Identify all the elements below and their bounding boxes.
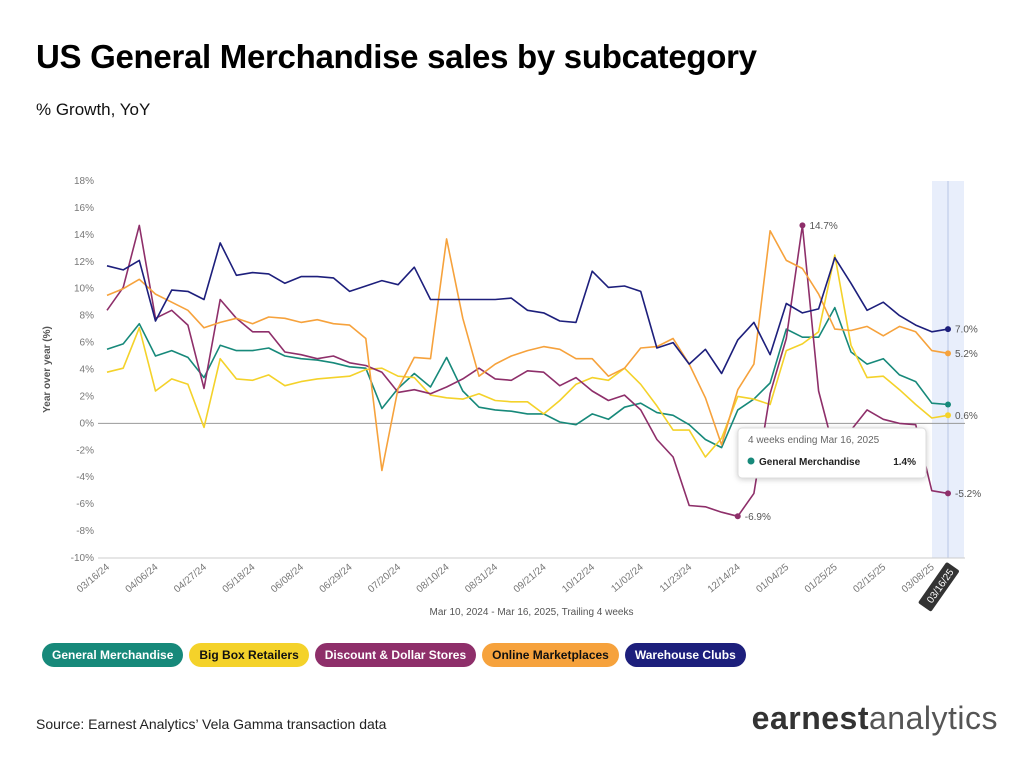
legend-item[interactable]: Warehouse Clubs [624, 643, 746, 667]
series-line [106, 242, 949, 375]
value-label: -5.2% [955, 489, 981, 500]
tooltip-title: 4 weeks ending Mar 16, 2025 [748, 435, 880, 446]
logo: earnestanalytics [752, 700, 998, 737]
x-tick-label: 09/21/24 [512, 562, 549, 596]
value-label: 0.6% [955, 411, 978, 422]
y-tick-label: 2% [80, 391, 95, 402]
data-point [945, 326, 951, 333]
chart: -10% -8% -6% -4% -2% 0% 2% 4% 6% 8% 10% 12% 14% 16% 18… [42, 176, 981, 618]
x-tick-label: 07/20/24 [366, 562, 403, 596]
x-tick-label: 03/16/24 [75, 562, 112, 596]
y-tick-label: 14% [74, 230, 94, 241]
data-point [734, 513, 741, 520]
chart-title: US General Merchandise sales by subcateg… [36, 38, 757, 75]
x-tick-label: 06/29/24 [318, 562, 355, 596]
legend: General Merchandise Big Box Retailers Disc… [42, 643, 746, 667]
chart-subtitle: % Growth, YoY [36, 100, 151, 119]
tooltip: 4 weeks ending Mar 16, 2025 General Merch… [737, 427, 927, 479]
series-line [106, 306, 949, 449]
tooltip-box [737, 427, 927, 479]
y-tick-label: 16% [74, 203, 94, 214]
data-point [945, 412, 951, 419]
y-tick-label: 12% [74, 257, 94, 268]
x-tick-box [918, 562, 959, 612]
legend-item[interactable]: Online Marketplaces [482, 643, 619, 667]
y-tick-label: -4% [76, 472, 94, 483]
legend-item[interactable]: General Merchandise [42, 643, 184, 667]
y-tick-label: 0% [80, 418, 95, 429]
series-line [106, 230, 949, 472]
y-tick-label: 10% [74, 284, 94, 295]
y-tick-label: -8% [76, 526, 94, 537]
x-tick-label: 11/02/24 [609, 562, 646, 595]
tooltip-swatch [747, 457, 755, 465]
x-tick-label: 04/27/24 [172, 562, 209, 596]
value-label: 14.7% [809, 221, 837, 232]
y-tick-label: 8% [80, 311, 95, 322]
series-line [106, 224, 949, 518]
x-tick-label: 01/04/25 [754, 562, 791, 596]
y-tick-label: 4% [80, 365, 95, 376]
value-label: 7.0% [955, 325, 978, 336]
legend-item[interactable]: Discount & Dollar Stores [314, 643, 477, 667]
tooltip-series: General Merchandise [759, 457, 861, 468]
x-tick-label: 04/06/24 [124, 562, 161, 596]
legend-item[interactable]: Big Box Retailers [189, 643, 309, 667]
x-tick-label: 08/31/24 [463, 562, 500, 596]
logo-part: analytics [869, 700, 998, 736]
x-tick-label: 02/15/25 [851, 562, 888, 596]
y-tick-label: -10% [71, 553, 94, 564]
x-tick-label: 10/12/24 [560, 562, 597, 596]
logo-part: earnest [751, 700, 869, 736]
x-tick-label: 01/25/25 [803, 562, 840, 596]
tooltip-value: 1.4% [893, 457, 916, 468]
data-point [945, 401, 951, 408]
x-tick-label: 12/14/24 [706, 562, 743, 596]
y-axis-label: Year over year (%) [42, 326, 53, 413]
x-tick-label: 11/23/24 [658, 562, 695, 595]
data-point [945, 490, 951, 497]
value-label: -6.9% [745, 512, 771, 523]
y-tick-label: -2% [76, 445, 94, 456]
x-axis-label: Mar 10, 2024 - Mar 16, 2025, Trailing 4 … [430, 607, 634, 618]
x-tick-label: 06/08/24 [269, 562, 306, 596]
value-label: 5.2% [955, 349, 978, 360]
data-point [945, 350, 951, 357]
y-tick-label: 18% [74, 176, 94, 187]
series-line [106, 254, 949, 458]
y-tick-label: -6% [76, 499, 94, 510]
y-tick-label: 6% [80, 338, 95, 349]
data-point [799, 222, 806, 229]
source: Source: Earnest Analytics’ Vela Gamma tr… [36, 716, 387, 732]
x-tick-label: 08/10/24 [415, 562, 452, 596]
x-tick-label: 05/18/24 [221, 562, 258, 596]
